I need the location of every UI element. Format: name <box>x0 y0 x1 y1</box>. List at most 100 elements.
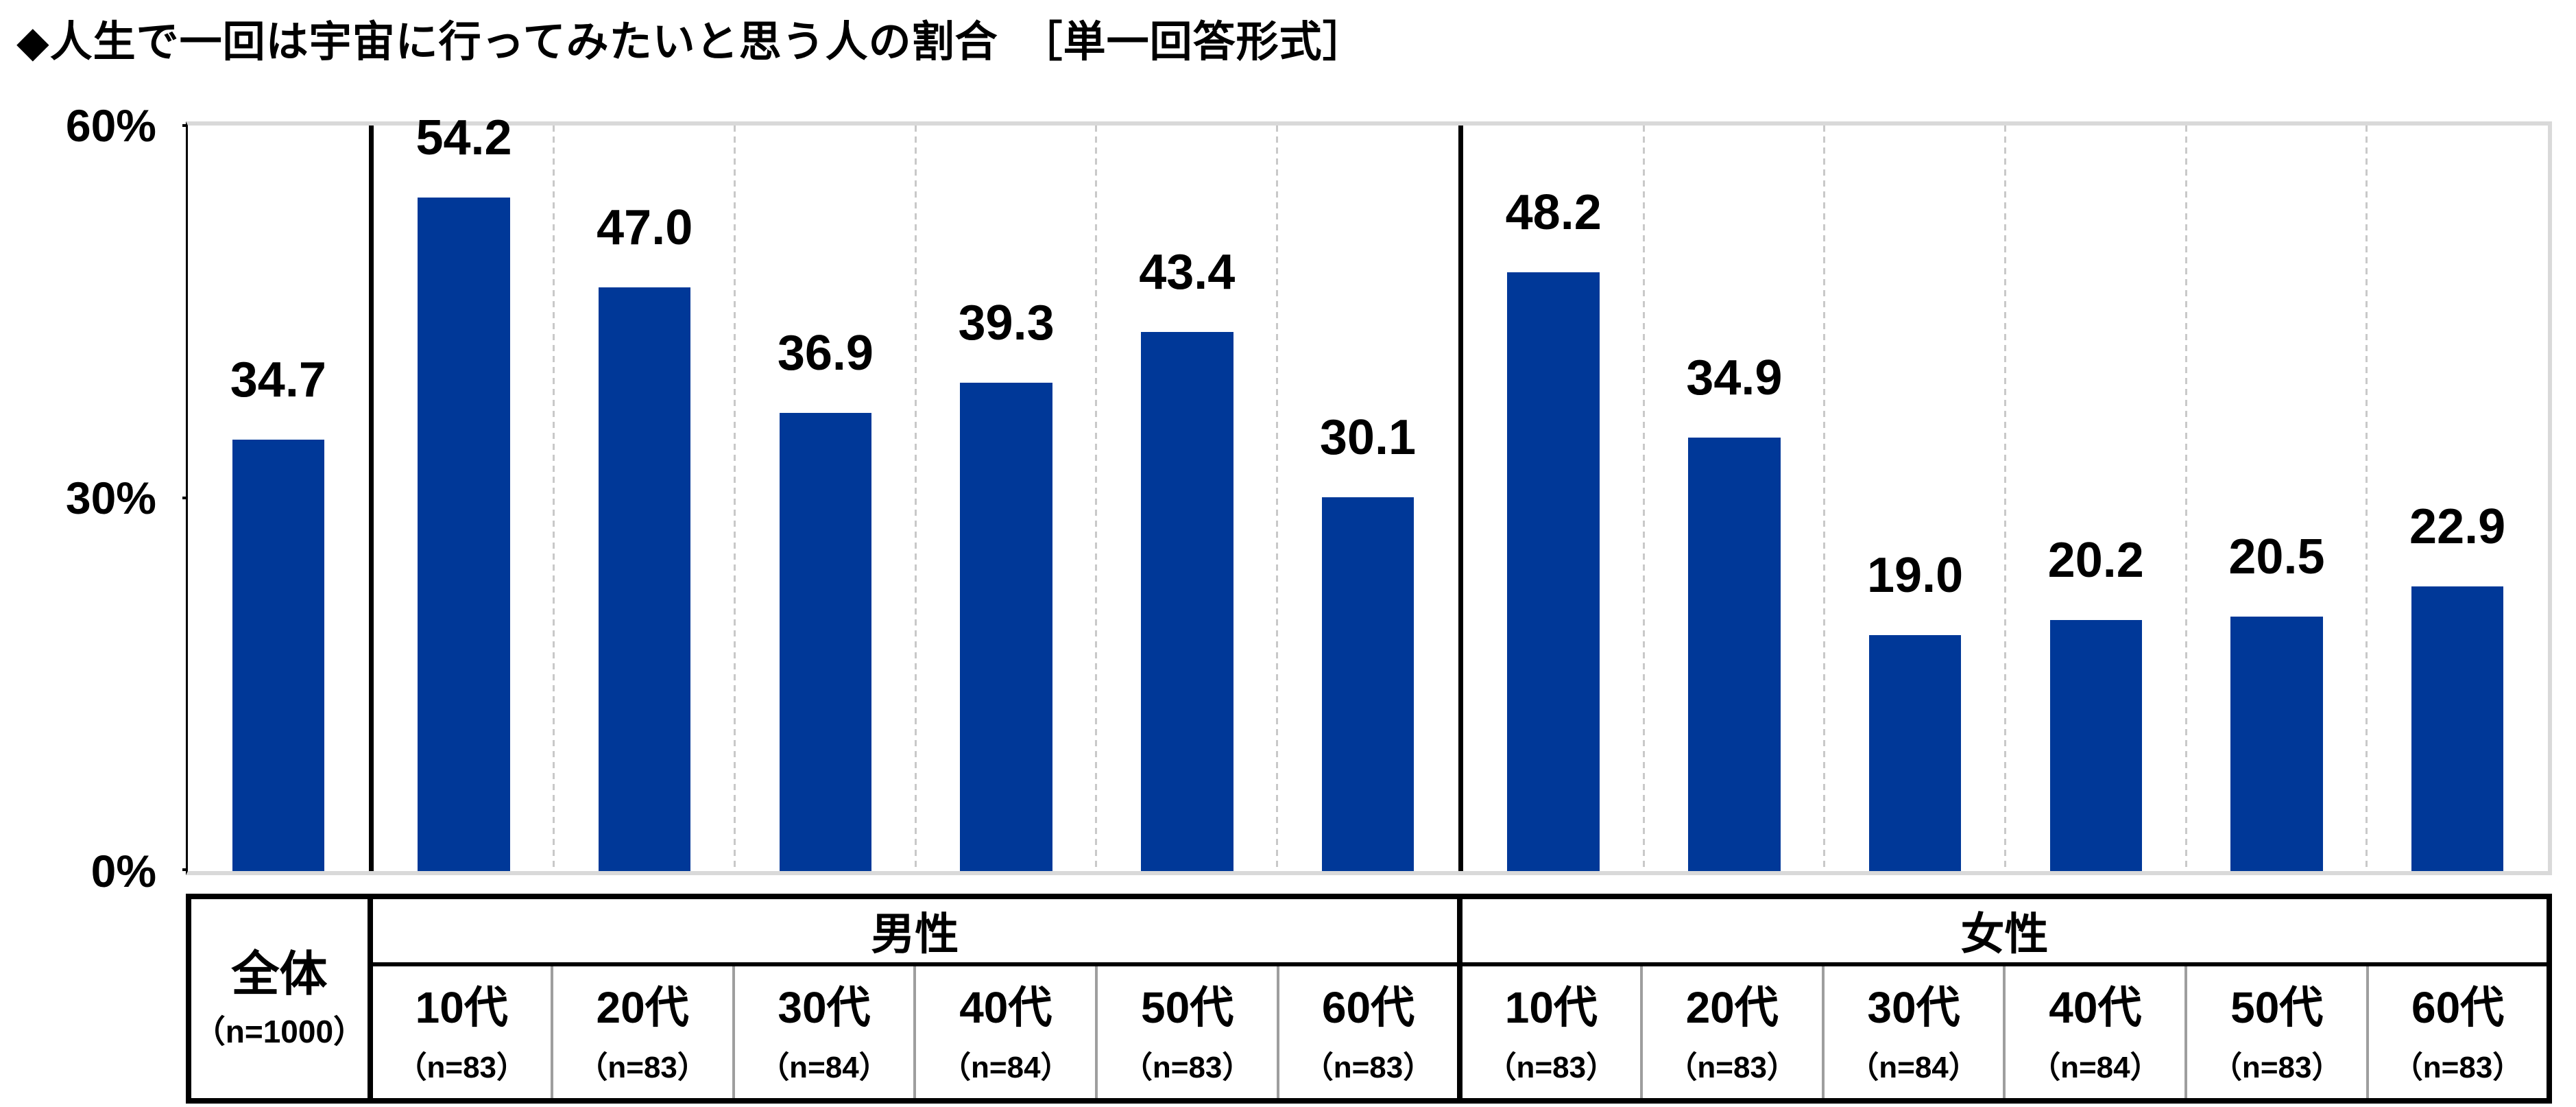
bar-group-overall: 34.7 <box>188 126 369 871</box>
age-label: 60代 <box>2411 983 2505 1032</box>
bar-value-label: 22.9 <box>2409 499 2506 555</box>
bar-male-3 <box>960 383 1052 871</box>
age-label: 10代 <box>415 983 508 1032</box>
age-label: 30代 <box>1867 983 1960 1032</box>
bar-column-male-0: 54.2 <box>374 110 555 871</box>
column-separator <box>914 126 917 871</box>
sample-size-label: （n=83） <box>1122 1051 1253 1084</box>
age-label: 50代 <box>2230 983 2324 1032</box>
crosstab-table-wrap: 全体 （n=1000） 男性 女性 10代 （n=83） 20代 （n=83） 30代 （n=84… <box>186 894 2552 1104</box>
sample-size-label: （n=83） <box>396 1051 527 1084</box>
bar-group-male: 54.2 47.0 36.9 39.3 43.4 30.1 <box>368 110 1458 871</box>
cell-overall: 全体 （n=1000） <box>189 896 373 1101</box>
age-label: 40代 <box>959 983 1052 1032</box>
column-separator <box>1095 126 1098 871</box>
cell-male-4: 50代 （n=83） <box>1095 964 1279 1101</box>
column-separator <box>734 126 736 871</box>
bar-columns: 34.7 54.2 47.0 36.9 39.3 43.4 30.1 48.2 34.9 19.0… <box>188 110 2548 871</box>
bar-column-female-4: 20.5 <box>2187 126 2368 871</box>
bar-female-3 <box>2049 620 2142 871</box>
bar-column-female-5: 22.9 <box>2367 126 2548 871</box>
bar-value-label: 20.2 <box>2047 533 2144 588</box>
cell-female-2: 30代 （n=84） <box>1821 964 2005 1101</box>
bar-column-male-1: 47.0 <box>554 126 735 871</box>
header-male: 男性 <box>370 896 1462 966</box>
bar-value-label: 48.2 <box>1505 184 1602 240</box>
bar-male-2 <box>779 412 872 871</box>
table-age-row: 10代 （n=83） 20代 （n=83） 30代 （n=84） 40代 （n=84） 50代 （… <box>189 964 2549 1101</box>
bar-female-5 <box>2411 586 2504 871</box>
cell-male-1: 20代 （n=83） <box>550 964 734 1101</box>
bar-overall-0 <box>232 440 325 871</box>
header-female: 女性 <box>1459 896 2549 966</box>
y-axis-label-60: 60% <box>65 100 156 151</box>
age-label: 20代 <box>1685 983 1779 1032</box>
sample-size-label: （n=83） <box>1303 1051 1434 1084</box>
cell-female-0: 10代 （n=83） <box>1456 964 1641 1101</box>
age-label: 30代 <box>778 983 871 1032</box>
bar-column-male-2: 36.9 <box>735 126 916 871</box>
cell-male-0: 10代 （n=83） <box>370 964 552 1101</box>
column-separator <box>1642 126 1645 871</box>
bar-value-label: 34.7 <box>230 353 326 408</box>
column-separator <box>2003 126 2006 871</box>
bar-female-2 <box>1868 634 1962 871</box>
age-label: 40代 <box>2049 983 2142 1032</box>
cell-male-5: 60代 （n=83） <box>1277 964 1460 1101</box>
bar-column-male-3: 39.3 <box>916 126 1097 871</box>
bar-value-label: 19.0 <box>1866 547 1964 603</box>
overall-label: 全体 <box>231 947 328 1001</box>
sample-size-label: （n=84） <box>941 1051 1071 1084</box>
column-separator <box>553 126 555 871</box>
sample-size-label: （n=83） <box>2392 1051 2523 1084</box>
bar-column-female-2: 19.0 <box>1825 126 2006 871</box>
cell-female-4: 50代 （n=83） <box>2184 964 2368 1101</box>
bar-male-5 <box>1321 497 1415 871</box>
sample-size-label: （n=84） <box>2030 1051 2160 1084</box>
cell-male-2: 30代 （n=84） <box>732 964 915 1101</box>
column-separator <box>2184 126 2187 871</box>
bar-column-female-3: 20.2 <box>2006 126 2187 871</box>
column-separator <box>1823 126 1826 871</box>
cell-female-1: 20代 （n=83） <box>1639 964 1823 1101</box>
cell-female-5: 60代 （n=83） <box>2366 964 2549 1101</box>
bar-value-label: 39.3 <box>958 296 1055 351</box>
y-axis-label-30: 30% <box>65 473 156 523</box>
bar-value-label: 20.5 <box>2228 529 2325 584</box>
sample-size-label: （n=83） <box>577 1051 708 1084</box>
bar-male-1 <box>598 287 691 871</box>
bar-column-male-5: 30.1 <box>1277 126 1458 871</box>
age-label: 60代 <box>1321 983 1415 1032</box>
bar-value-label: 47.0 <box>597 200 693 255</box>
column-separator <box>1276 126 1279 871</box>
bar-value-label: 34.9 <box>1686 350 1783 405</box>
bar-column-female-1: 34.9 <box>1644 126 1825 871</box>
sample-size-label: （n=83） <box>1486 1051 1617 1084</box>
bar-female-1 <box>1688 437 1781 871</box>
plot-area: 34.7 54.2 47.0 36.9 39.3 43.4 30.1 48.2 34.9 19.0… <box>186 110 2552 875</box>
age-label: 10代 <box>1504 983 1598 1032</box>
overall-n-label: （n=1000） <box>193 1014 365 1049</box>
bar-male-0 <box>418 198 510 871</box>
bar-male-4 <box>1141 331 1233 871</box>
age-label: 20代 <box>596 983 689 1032</box>
bar-column-overall-0: 34.7 <box>188 126 369 871</box>
sample-size-label: （n=84） <box>1849 1051 1979 1084</box>
page-title: ◆人生で一回は宇宙に行ってみたいと思う人の割合 ［単一回答形式］ <box>16 19 1366 66</box>
table-header-row: 全体 （n=1000） 男性 女性 <box>189 896 2549 1101</box>
crosstab-table: 全体 （n=1000） 男性 女性 10代 （n=83） 20代 （n=83） 30代 （n=84… <box>186 894 2552 1104</box>
bar-value-label: 36.9 <box>777 325 874 381</box>
bar-female-0 <box>1507 272 1600 871</box>
bar-group-female: 48.2 34.9 19.0 20.2 20.5 22.9 <box>1458 126 2548 871</box>
sample-size-label: （n=83） <box>1667 1051 1797 1084</box>
y-axis-label-0: 0% <box>91 846 156 896</box>
bar-column-female-0: 48.2 <box>1463 126 1644 871</box>
bar-value-label: 30.1 <box>1319 409 1417 465</box>
sample-size-label: （n=83） <box>2211 1051 2342 1084</box>
bar-value-label: 43.4 <box>1139 244 1236 300</box>
sample-size-label: （n=84） <box>759 1051 889 1084</box>
cell-male-3: 40代 （n=84） <box>913 964 1097 1101</box>
bar-female-4 <box>2230 616 2323 871</box>
bar-column-male-4: 43.4 <box>1096 126 1277 871</box>
bar-value-label: 54.2 <box>416 110 512 166</box>
